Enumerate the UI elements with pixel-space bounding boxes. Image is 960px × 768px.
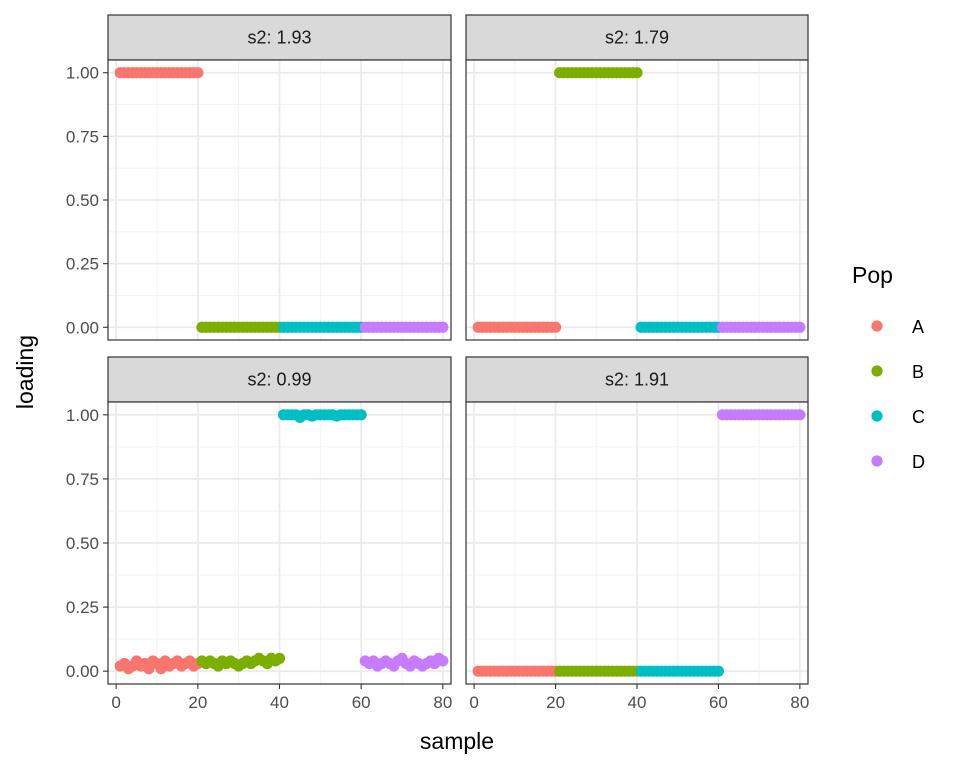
legend-label-C: C bbox=[912, 407, 925, 427]
data-point-B bbox=[631, 67, 643, 79]
legend-label-B: B bbox=[912, 362, 924, 382]
facet-strip-label: s2: 0.99 bbox=[247, 370, 311, 390]
x-axis-title: sample bbox=[420, 728, 494, 754]
facet-strip-label: s2: 1.79 bbox=[605, 28, 669, 48]
facet-strip-label: s2: 1.91 bbox=[605, 370, 669, 390]
legend-label-D: D bbox=[912, 452, 925, 472]
legend-label-A: A bbox=[912, 317, 924, 337]
x-tick-label: 0 bbox=[469, 693, 478, 712]
x-tick-label: 0 bbox=[111, 693, 120, 712]
y-tick-label: 0.00 bbox=[66, 318, 99, 337]
y-tick-label: 0.50 bbox=[66, 534, 99, 553]
y-tick-label: 0.75 bbox=[66, 470, 99, 489]
y-tick-label: 0.50 bbox=[66, 191, 99, 210]
x-tick-label: 80 bbox=[790, 693, 809, 712]
facet-strip bbox=[107, 356, 452, 403]
x-tick-label: 60 bbox=[709, 693, 728, 712]
facet-strip bbox=[107, 14, 452, 61]
data-point-D bbox=[437, 321, 449, 333]
panels: s2: 1.93 0.00 0.25 0.50 0.75 1.00 s2: 1.79 s2: … bbox=[66, 14, 809, 712]
x-tick-label: 40 bbox=[270, 693, 289, 712]
x-tick-label: 20 bbox=[188, 693, 207, 712]
legend-key-B bbox=[871, 365, 883, 377]
x-tick-label: 20 bbox=[546, 693, 565, 712]
data-point-B bbox=[273, 652, 286, 664]
y-tick-label: 0.25 bbox=[66, 255, 99, 274]
facet-panel: s2: 0.99 0.00 0.25 0.50 0.75 1.00 0 20 40 60 80 bbox=[66, 356, 452, 712]
data-point-C bbox=[712, 665, 725, 677]
facet-panel: s2: 1.93 0.00 0.25 0.50 0.75 1.00 bbox=[66, 14, 452, 341]
y-tick-label: 0.25 bbox=[66, 598, 99, 617]
x-tick-label: 60 bbox=[352, 693, 371, 712]
data-point-C bbox=[355, 409, 367, 421]
y-tick-label: 1.00 bbox=[66, 406, 99, 425]
data-point-A bbox=[192, 67, 204, 79]
data-point-A bbox=[549, 321, 562, 333]
y-tick-label: 0.00 bbox=[66, 662, 99, 681]
legend-key-A bbox=[871, 320, 883, 332]
panel-border bbox=[465, 59, 809, 341]
data-point-D bbox=[794, 321, 806, 333]
facet-panel: s2: 1.91 0 20 40 60 80 bbox=[465, 356, 809, 712]
legend: A B C D bbox=[871, 317, 925, 472]
x-tick-label: 40 bbox=[628, 693, 647, 712]
facet-panel: s2: 1.79 bbox=[465, 14, 809, 341]
legend-key-C bbox=[871, 410, 883, 422]
legend-key-D bbox=[871, 455, 883, 467]
data-point-D bbox=[794, 409, 806, 421]
legend-title: Pop bbox=[852, 262, 893, 288]
data-point-D bbox=[437, 655, 449, 667]
y-axis-title: loading bbox=[12, 335, 38, 409]
facet-strip-label: s2: 1.93 bbox=[247, 28, 311, 48]
y-tick-label: 1.00 bbox=[66, 64, 99, 83]
y-tick-label: 0.75 bbox=[66, 127, 99, 146]
facet-strip bbox=[465, 14, 809, 61]
x-tick-label: 80 bbox=[433, 693, 452, 712]
facet-strip bbox=[465, 356, 809, 403]
